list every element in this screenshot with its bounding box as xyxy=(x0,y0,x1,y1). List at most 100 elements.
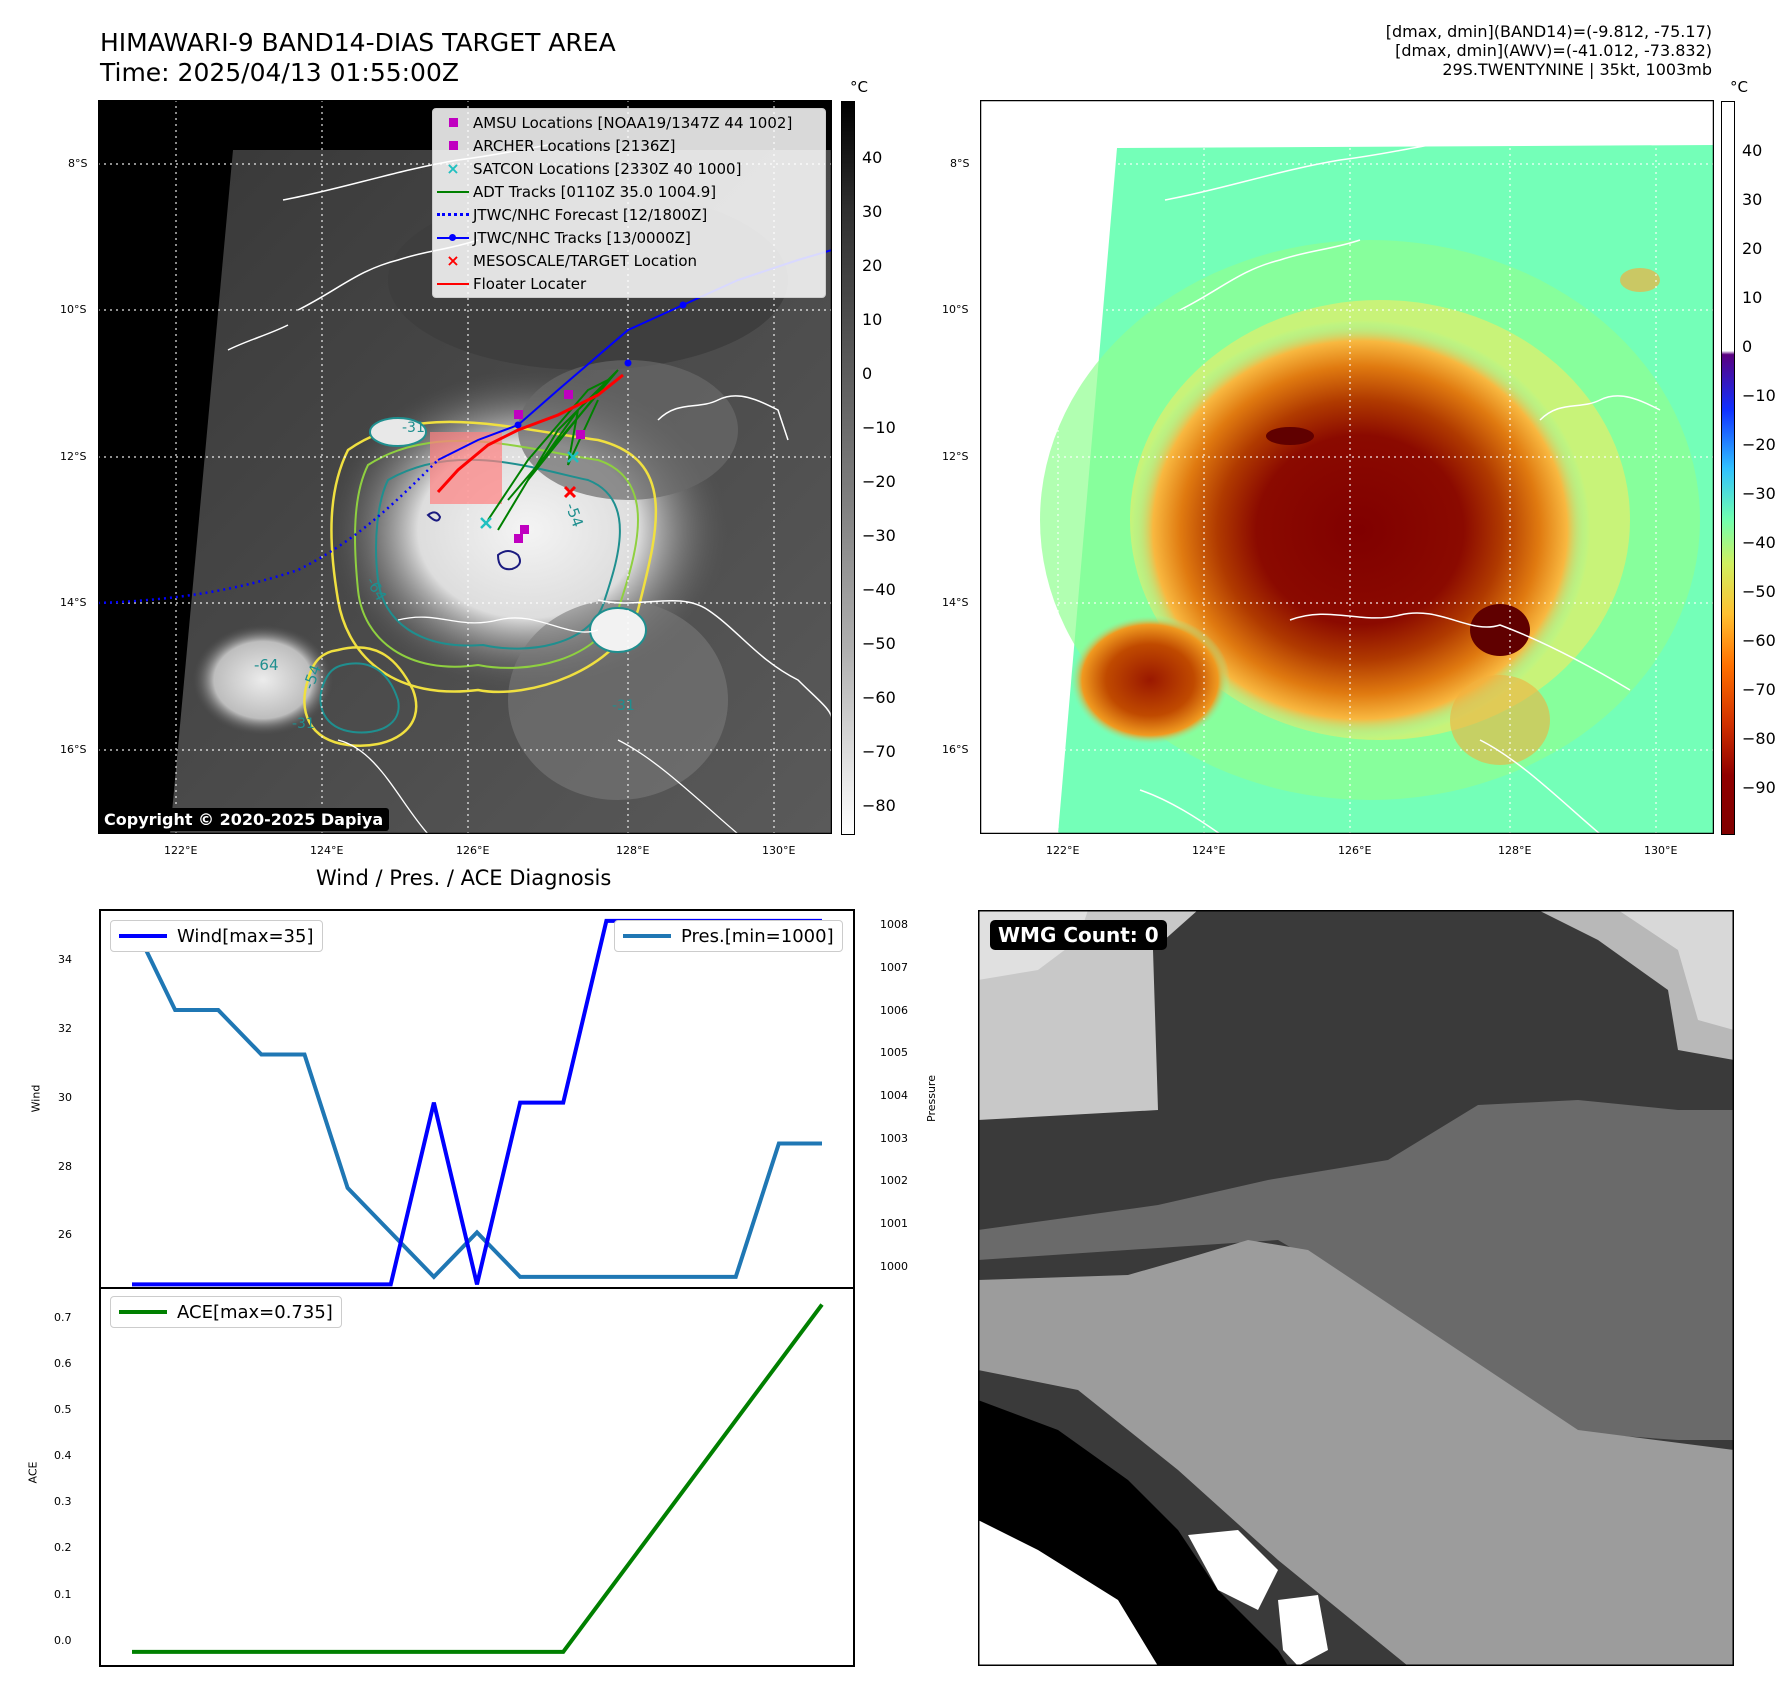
pressure-axis-label: Pressure xyxy=(924,1075,938,1122)
colorbar-tick: −60 xyxy=(862,688,896,707)
colorbar-tick: 20 xyxy=(1742,239,1763,258)
colorbar-tick: −70 xyxy=(862,742,896,761)
colorbar-tick: −40 xyxy=(862,580,896,599)
colorbar-tick: 10 xyxy=(862,310,883,329)
legend-item-floater: Floater Locater xyxy=(433,272,825,295)
lat-tick: 16°S xyxy=(60,743,87,756)
x-marker-icon: × xyxy=(446,251,460,270)
contour-label: -31 xyxy=(292,716,315,732)
map-legend: AMSU Locations [NOAA19/1347Z 44 1002] AR… xyxy=(432,108,826,298)
colorbar-tick: 30 xyxy=(862,202,883,221)
lat-tick: 16°S xyxy=(942,743,969,756)
wmg-panel xyxy=(978,910,1734,1666)
ace-axis-label: ACE xyxy=(26,1461,40,1484)
contour-label: -31 xyxy=(612,698,635,714)
diagnosis-title: Wind / Pres. / ACE Diagnosis xyxy=(316,866,612,890)
colorbar-tick: −60 xyxy=(1742,631,1776,650)
ace-tick: 0.3 xyxy=(54,1495,72,1508)
colorbar-unit: °C xyxy=(850,78,868,96)
wind-legend: Wind[max=35] xyxy=(110,920,323,952)
legend-item-target: × MESOSCALE/TARGET Location xyxy=(433,249,825,272)
contour-label: -31 xyxy=(402,420,425,436)
colorbar-tick: −40 xyxy=(1742,533,1776,552)
colorbar-tick: −80 xyxy=(862,796,896,815)
colorbar-tick: 20 xyxy=(862,256,883,275)
title-line-1: HIMAWARI-9 BAND14-DIAS TARGET AREA xyxy=(100,28,616,57)
ace-tick: 0.1 xyxy=(54,1588,72,1601)
lon-tick: 130°E xyxy=(1644,844,1678,857)
legend-item-adt: ADT Tracks [0110Z 35.0 1004.9] xyxy=(433,180,825,203)
lon-tick: 124°E xyxy=(1192,844,1226,857)
colorbar-tick: −50 xyxy=(1742,582,1776,601)
pressure-tick: 1006 xyxy=(880,1004,908,1017)
line-marker-icon xyxy=(437,190,469,193)
lon-tick: 126°E xyxy=(456,844,490,857)
colorbar-unit: °C xyxy=(1730,78,1748,96)
colorbar-tick: 40 xyxy=(862,148,883,167)
colorbar-tick: −20 xyxy=(1742,435,1776,454)
lat-tick: 10°S xyxy=(60,303,87,316)
legend-item-forecast: JTWC/NHC Forecast [12/1800Z] xyxy=(433,203,825,226)
ace-tick: 0.5 xyxy=(54,1403,72,1416)
wind-tick: 28 xyxy=(58,1160,72,1173)
pressure-legend-line xyxy=(623,934,671,938)
legend-item-satcon: × SATCON Locations [2330Z 40 1000] xyxy=(433,157,825,180)
wind-tick: 32 xyxy=(58,1022,72,1035)
colorbar-tick: 0 xyxy=(862,364,873,383)
colorbar-tick: −80 xyxy=(1742,729,1776,748)
line-marker-icon xyxy=(437,282,469,285)
title-line-2: Time: 2025/04/13 01:55:00Z xyxy=(100,58,459,87)
wind-tick: 34 xyxy=(58,953,72,966)
x-marker-icon: × xyxy=(446,159,460,178)
pressure-series-line xyxy=(130,920,822,1280)
pressure-tick: 1008 xyxy=(880,918,908,931)
legend-item-tracks: JTWC/NHC Tracks [13/0000Z] xyxy=(433,226,825,249)
colorbar-tick: −20 xyxy=(862,472,896,491)
pressure-tick: 1005 xyxy=(880,1046,908,1059)
ace-tick: 0.2 xyxy=(54,1541,72,1554)
pressure-tick: 1004 xyxy=(880,1089,908,1102)
lon-tick: 126°E xyxy=(1338,844,1372,857)
colorbar-tick: 40 xyxy=(1742,141,1763,160)
colorbar-tick: −70 xyxy=(1742,680,1776,699)
wind-tick: 30 xyxy=(58,1091,72,1104)
lat-tick: 12°S xyxy=(942,450,969,463)
colorbar-tick: 10 xyxy=(1742,288,1763,307)
colorbar-tick: 30 xyxy=(1742,190,1763,209)
colorbar-right xyxy=(1721,101,1735,835)
info-line-1: [dmax, dmin](BAND14)=(-9.812, -75.17) xyxy=(1385,22,1712,41)
lat-tick: 14°S xyxy=(60,596,87,609)
pressure-legend: Pres.[min=1000] xyxy=(614,920,843,952)
legend-item-amsu: AMSU Locations [NOAA19/1347Z 44 1002] xyxy=(433,111,825,134)
dotted-line-icon xyxy=(437,213,469,216)
contour-label: -64 xyxy=(254,656,279,674)
lon-tick: 128°E xyxy=(1498,844,1532,857)
lon-tick: 122°E xyxy=(1046,844,1080,857)
info-block: [dmax, dmin](BAND14)=(-9.812, -75.17) [d… xyxy=(1386,22,1712,79)
legend-item-archer: ARCHER Locations [2136Z] xyxy=(433,134,825,157)
ace-tick: 0.0 xyxy=(54,1634,72,1647)
ace-tick: 0.6 xyxy=(54,1357,72,1370)
ace-tick: 0.7 xyxy=(54,1311,72,1324)
lat-tick: 8°S xyxy=(68,157,88,170)
lat-tick: 10°S xyxy=(942,303,969,316)
lon-tick: 124°E xyxy=(310,844,344,857)
colorbar-tick: −50 xyxy=(862,634,896,653)
lon-tick: 128°E xyxy=(616,844,650,857)
wind-legend-line xyxy=(119,934,167,938)
ace-series-line xyxy=(132,1303,824,1654)
main-title: HIMAWARI-9 BAND14-DIAS TARGET AREA Time:… xyxy=(100,28,616,88)
square-marker-icon xyxy=(448,118,458,127)
pressure-tick: 1002 xyxy=(880,1174,908,1187)
copyright-badge: Copyright © 2020-2025 Dapiya xyxy=(98,808,390,831)
colorbar-tick: −30 xyxy=(1742,484,1776,503)
ace-tick: 0.4 xyxy=(54,1449,72,1462)
lon-tick: 122°E xyxy=(164,844,198,857)
info-line-2: [dmax, dmin](AWV)=(-41.012, -73.832) xyxy=(1395,41,1712,60)
square-marker-icon xyxy=(448,141,458,150)
lat-tick: 14°S xyxy=(942,596,969,609)
ace-legend: ACE[max=0.735] xyxy=(110,1296,342,1328)
colorbar-tick: −10 xyxy=(1742,386,1776,405)
colorbar-tick: −90 xyxy=(1742,778,1776,797)
pressure-tick: 1007 xyxy=(880,961,908,974)
